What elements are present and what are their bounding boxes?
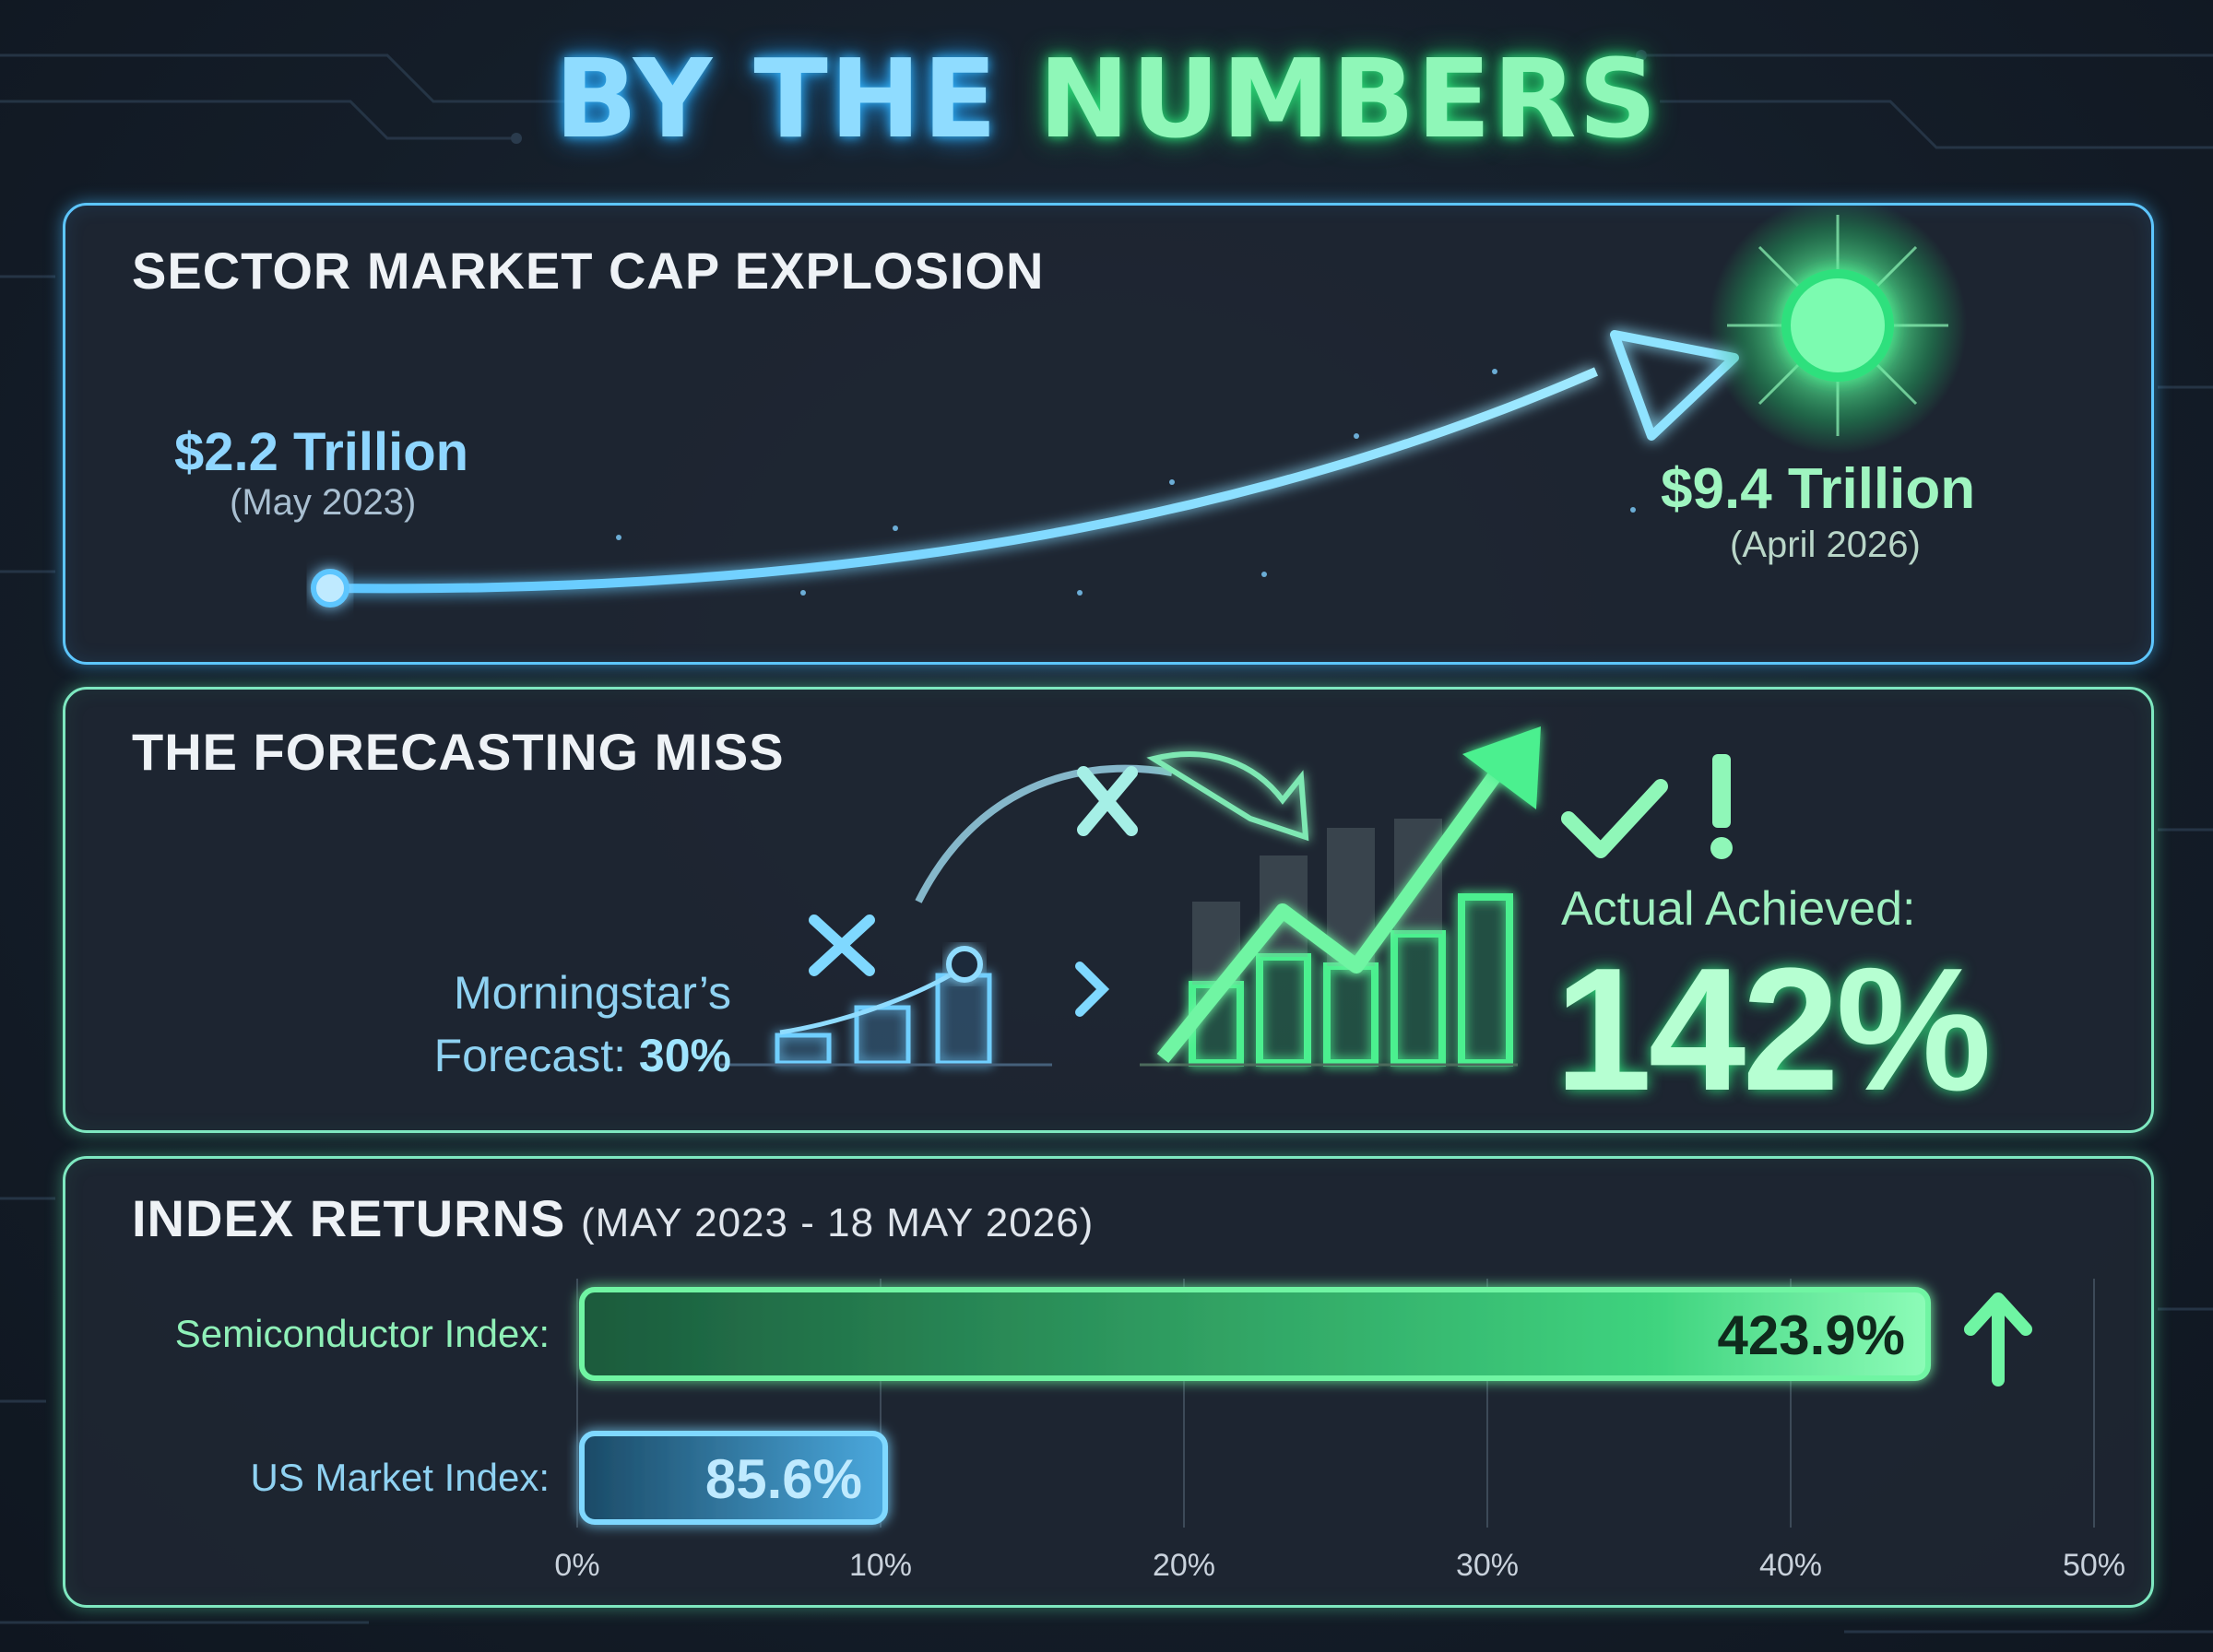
actual-growth-arrow-icon: [1156, 759, 1510, 1064]
index-returns-title: INDEX RETURNS: [132, 1189, 566, 1247]
up-arrow-icon: [1964, 1292, 2032, 1386]
actual-value: 142%: [1555, 932, 1992, 1127]
growth-curve-line: [329, 367, 1598, 594]
x-mark-icon: [809, 914, 875, 976]
forecast-bar-chart-icon: [775, 973, 992, 1066]
forecast-panel: THE FORECASTING MISS: [63, 687, 2154, 1133]
index-returns-bar-chart: 423.9% Semiconductor Index: 85.6% US Market…: [175, 1279, 2125, 1583]
bar-category-label: US Market Index:: [251, 1456, 550, 1499]
x-tick-label: 40%: [1759, 1548, 1822, 1583]
check-icon: [1561, 779, 1668, 858]
index-returns-panel: INDEX RETURNS (MAY 2023 - 18 MAY 2026) 4…: [63, 1156, 2154, 1608]
index-returns-heading: INDEX RETURNS (MAY 2023 - 18 MAY 2026): [132, 1188, 1094, 1248]
forecast-illustration: [720, 726, 1733, 1067]
growth-curve-chart: [311, 206, 1967, 608]
end-point-sun-icon: [1709, 206, 1967, 454]
bar-value-label: 85.6%: [705, 1448, 862, 1510]
title-part-2: NUMBERS: [1038, 35, 1659, 162]
forecast-value: 30%: [638, 1030, 731, 1081]
start-date-label: (May 2023): [230, 482, 417, 523]
bar: [579, 1431, 888, 1525]
start-value-label: $2.2 Trillion: [174, 422, 469, 482]
forecast-heading: THE FORECASTING MISS: [132, 723, 785, 781]
page-title: BY THE NUMBERS: [0, 35, 2213, 162]
bar: [579, 1287, 1931, 1381]
x-tick-label: 20%: [1153, 1548, 1215, 1583]
chevron-right-icon: [1075, 962, 1110, 1017]
x-tick-label: 0%: [554, 1548, 599, 1583]
market-cap-panel: SECTOR MARKET CAP EXPLOSION: [63, 203, 2154, 665]
forecast-label-line1: Morningstar’s: [453, 967, 731, 1019]
start-point-marker: [311, 569, 349, 608]
x-tick-label: 50%: [2063, 1548, 2125, 1583]
index-returns-period: (MAY 2023 - 18 MAY 2026): [580, 1200, 1095, 1245]
x-tick-label: 10%: [849, 1548, 912, 1583]
end-value-label: $9.4 Trillion: [1661, 457, 1976, 521]
title-part-1: BY THE: [554, 35, 1000, 162]
actual-label: Actual Achieved:: [1561, 882, 1916, 936]
forecast-label-line2: Forecast: 30%: [434, 1029, 731, 1082]
actual-bar-chart-icon: [1189, 893, 1513, 1067]
market-cap-heading: SECTOR MARKET CAP EXPLOSION: [132, 242, 1045, 300]
x-mark-large-icon: [1077, 766, 1138, 836]
forecast-label-text: Forecast:: [433, 1030, 627, 1081]
curved-arrow-icon: [1146, 751, 1309, 842]
bar-value-label: 423.9%: [1718, 1304, 1906, 1366]
bar-category-label: Semiconductor Index:: [175, 1312, 550, 1355]
end-date-label: (April 2026): [1730, 525, 1921, 565]
growth-arrow-icon: [1610, 330, 1739, 441]
x-tick-label: 30%: [1456, 1548, 1519, 1583]
exclamation-icon: [1710, 754, 1733, 859]
